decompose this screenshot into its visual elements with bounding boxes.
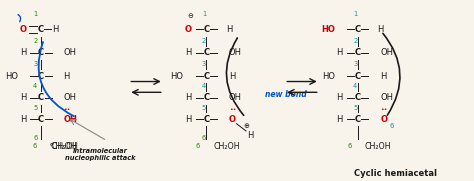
Text: 5: 5 bbox=[33, 105, 37, 111]
Text: 3: 3 bbox=[353, 62, 357, 68]
Text: H: H bbox=[20, 93, 26, 102]
Text: HO: HO bbox=[171, 72, 183, 81]
Text: H: H bbox=[185, 115, 191, 124]
Text: C: C bbox=[38, 72, 44, 81]
Text: H: H bbox=[226, 25, 232, 34]
Text: ⊖: ⊖ bbox=[188, 13, 193, 19]
Text: OH: OH bbox=[64, 115, 77, 124]
Text: 5: 5 bbox=[202, 105, 206, 111]
Text: H: H bbox=[185, 48, 191, 57]
Text: H: H bbox=[20, 115, 26, 124]
Text: CH₂OH: CH₂OH bbox=[50, 142, 77, 151]
Text: C: C bbox=[38, 115, 44, 124]
Text: 6: 6 bbox=[196, 143, 200, 149]
Text: H: H bbox=[20, 48, 26, 57]
Text: H: H bbox=[64, 72, 70, 81]
Text: H: H bbox=[229, 72, 235, 81]
Text: 3: 3 bbox=[33, 62, 37, 68]
Text: C: C bbox=[38, 25, 44, 34]
Text: 1: 1 bbox=[33, 11, 37, 17]
Text: ••: •• bbox=[380, 107, 388, 112]
Text: C: C bbox=[355, 25, 361, 34]
Text: new bond: new bond bbox=[265, 90, 307, 99]
FancyArrowPatch shape bbox=[38, 42, 74, 116]
Text: O: O bbox=[229, 115, 236, 124]
Text: Intramolecular
nucleophilic attack: Intramolecular nucleophilic attack bbox=[64, 148, 135, 161]
Text: 1: 1 bbox=[353, 11, 357, 17]
Text: C: C bbox=[355, 48, 361, 57]
Text: H: H bbox=[337, 93, 343, 102]
Text: 6: 6 bbox=[390, 123, 394, 129]
Text: ⊕: ⊕ bbox=[243, 123, 249, 129]
Text: ••: •• bbox=[229, 107, 237, 112]
Text: HO: HO bbox=[322, 72, 335, 81]
Text: Cyclic hemiacetal: Cyclic hemiacetal bbox=[354, 169, 437, 178]
Text: 2: 2 bbox=[353, 38, 357, 44]
Text: OH: OH bbox=[64, 48, 77, 57]
Text: OH: OH bbox=[380, 93, 393, 102]
Text: OH: OH bbox=[64, 93, 77, 102]
Text: HO: HO bbox=[321, 25, 335, 34]
Text: O: O bbox=[19, 25, 27, 34]
FancyArrowPatch shape bbox=[383, 33, 400, 115]
Text: 4: 4 bbox=[353, 83, 357, 89]
Text: H: H bbox=[380, 72, 387, 81]
Text: O: O bbox=[185, 25, 192, 34]
Text: 2: 2 bbox=[33, 38, 37, 44]
Text: C: C bbox=[203, 115, 210, 124]
Text: 6: 6 bbox=[347, 143, 351, 149]
Text: C: C bbox=[355, 115, 361, 124]
Text: 5: 5 bbox=[353, 105, 357, 111]
FancyArrowPatch shape bbox=[227, 38, 244, 115]
Text: C: C bbox=[203, 93, 210, 102]
Text: OH: OH bbox=[380, 48, 393, 57]
Text: OH: OH bbox=[229, 48, 242, 57]
Text: 3: 3 bbox=[202, 62, 206, 68]
Text: C: C bbox=[203, 25, 210, 34]
Text: C: C bbox=[203, 48, 210, 57]
Text: C: C bbox=[203, 72, 210, 81]
Text: 4: 4 bbox=[202, 83, 206, 89]
Text: O: O bbox=[380, 115, 387, 124]
Text: 6: 6 bbox=[33, 143, 37, 149]
FancyArrowPatch shape bbox=[18, 15, 20, 22]
Text: 2: 2 bbox=[202, 38, 206, 44]
Text: H: H bbox=[377, 25, 383, 34]
Text: H: H bbox=[337, 115, 343, 124]
Text: C: C bbox=[355, 93, 361, 102]
Text: C: C bbox=[38, 93, 44, 102]
Text: H: H bbox=[247, 131, 253, 140]
Text: ⁶CH₂OH: ⁶CH₂OH bbox=[49, 142, 78, 151]
Text: ••: •• bbox=[64, 107, 71, 112]
Text: H: H bbox=[337, 48, 343, 57]
Text: 6: 6 bbox=[202, 135, 206, 141]
Text: H: H bbox=[52, 25, 58, 34]
Text: OH: OH bbox=[229, 93, 242, 102]
Text: HO: HO bbox=[5, 72, 18, 81]
Text: 6: 6 bbox=[33, 135, 37, 141]
Text: 4: 4 bbox=[33, 83, 37, 89]
Text: CH₂OH: CH₂OH bbox=[365, 142, 391, 151]
Text: H: H bbox=[185, 93, 191, 102]
Text: 1: 1 bbox=[202, 11, 206, 17]
Text: C: C bbox=[355, 72, 361, 81]
Text: C: C bbox=[38, 48, 44, 57]
Text: CH₂OH: CH₂OH bbox=[213, 142, 240, 151]
